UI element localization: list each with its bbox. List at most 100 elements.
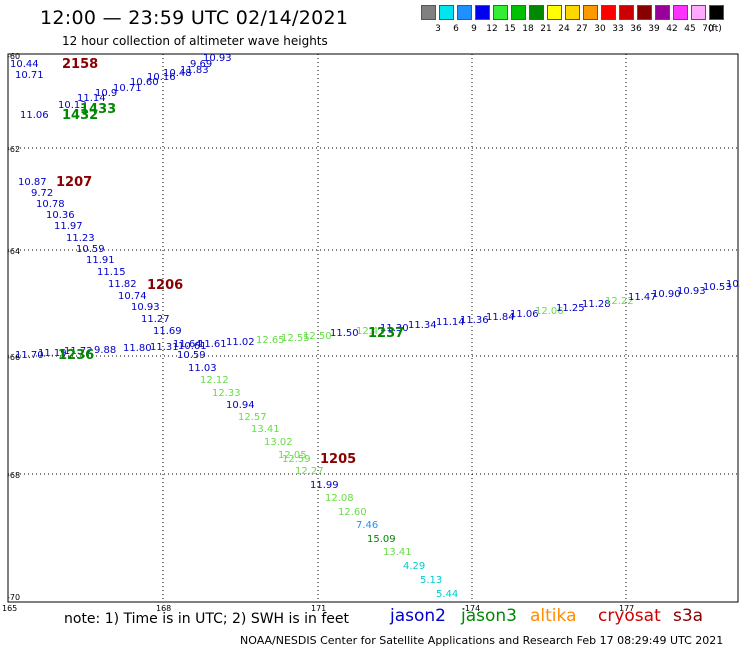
footer-credit: NOAA/NESDIS Center for Satellite Applica… [240,634,724,647]
swh-value: 11.84 [486,312,515,323]
swh-value: 11.47 [628,292,657,303]
swh-value: 11.27 [141,314,170,325]
swh-value: 10.93 [131,302,160,313]
swh-value: 11.80 [123,343,152,354]
swh-value: 11.02 [226,337,255,348]
pass-time-label: 2158 [62,57,99,72]
swh-value: 12.08 [325,493,354,504]
swh-value: 11.61 [198,339,227,350]
swh-value: 12.27 [295,466,324,477]
swh-value: 11.25 [556,303,585,314]
legend-swatch [673,5,688,20]
swh-value: 12.50 [303,331,332,342]
legend-swatch-label: 15 [504,24,516,34]
swh-value: 7.46 [356,520,379,531]
lat-label: -64 [7,247,21,256]
legend-swatch [709,5,724,20]
swh-value: 12.57 [238,412,267,423]
pass-time-label: 1433 [80,102,117,117]
swh-value: 10.48 [163,68,192,79]
legend-swatch-label: 18 [522,24,534,34]
legend-swatch-label: 36 [630,24,642,34]
swh-value: 9.69 [190,59,213,70]
legend-altika: altika [530,606,577,626]
legend-swatch-label: 9 [471,24,477,34]
legend-swatch [619,5,634,20]
pass-time-label: 1206 [147,278,184,293]
swh-value: 10.71 [113,83,142,94]
swh-value: 11.69 [153,326,182,337]
pass-time-label: 1236 [58,348,95,363]
legend-swatch [655,5,670,20]
map-frame [7,53,739,603]
swh-value: 10.36 [46,210,75,221]
swh-value: 12.59 [282,454,311,465]
legend-s3a: s3a [673,606,704,626]
lon-label: 168 [156,604,172,613]
swh-value: 11.70 [15,350,44,361]
legend-swatch [691,5,706,20]
swh-value: 13.41 [383,547,412,558]
legend-cryosat: cryosat [598,606,661,626]
footer-note: note: 1) Time is in UTC; 2) SWH is in fe… [64,611,350,627]
swh-value: 11.64 [173,339,202,350]
legend-swatch [475,5,490,20]
swh-value: 11.06 [510,309,539,320]
swh-value: 12.41 [356,326,385,337]
swh-value: 10.90 [652,289,681,300]
swh-value: 11.06 [20,110,49,121]
swh-value: 11.28 [582,299,611,310]
swh-value: 12.22 [605,296,634,307]
swh-value: 10.59 [177,350,206,361]
pass-time-label: 1207 [56,175,93,190]
swh-value: 11.36 [460,315,489,326]
pass-time-label: 1205 [320,452,357,467]
legend-jason2: jason2 [390,606,446,626]
legend-unit: (ft) [708,24,722,34]
swh-value: 11.03 [188,363,217,374]
swh-value: 10.78 [36,199,65,210]
swh-value: 11.14 [436,317,465,328]
swh-value: 9.88 [94,345,117,356]
legend-swatch-label: 27 [576,24,588,34]
legend-swatch-label: 21 [540,24,552,34]
lon-label: 177 [619,604,635,613]
lat-label: -60 [7,52,21,61]
swh-value: 10.53 [703,282,732,293]
swh-value: 12.60 [338,507,367,518]
swh-value: 5.13 [420,575,443,586]
lat-label: -70 [7,593,21,602]
swh-value: 10.93 [677,286,706,297]
legend-swatch-label: 30 [594,24,606,34]
pass-time-label: 1237 [368,326,405,341]
legend-swatch [421,5,436,20]
swh-value: 9.72 [31,188,54,199]
swh-value: 10.16 [147,72,176,83]
swh-value: 11.31 [150,342,179,353]
swh-value: 15.09 [367,534,396,545]
legend-jason3: jason3 [461,606,517,626]
swh-value: 11.91 [86,255,115,266]
swh-value: 11.19 [38,348,67,359]
swh-value: 13.41 [251,424,280,435]
legend-swatch [583,5,598,20]
swh-value: 10.9 [95,88,118,99]
swh-value: 10.87 [18,177,47,188]
swh-value: 10.60 [130,77,159,88]
swh-value: 12.33 [212,388,241,399]
swh-value: 10.94 [226,400,255,411]
swh-value: 11.15 [97,267,126,278]
swh-value: 11.97 [54,221,83,232]
legend-swatch-label: 12 [486,24,498,34]
legend-swatch-label: 24 [558,24,570,34]
legend-swatch [457,5,472,20]
legend-swatch-label: 70 [702,24,714,34]
swh-value: 10.93 [203,53,232,64]
swh-value: 12.12 [200,375,229,386]
legend-swatch-label: 33 [612,24,624,34]
swh-value: 12.05 [278,450,307,461]
swh-value: 12.55 [281,333,310,344]
legend-swatch [601,5,616,20]
pass-time-label: 1432 [62,108,99,123]
